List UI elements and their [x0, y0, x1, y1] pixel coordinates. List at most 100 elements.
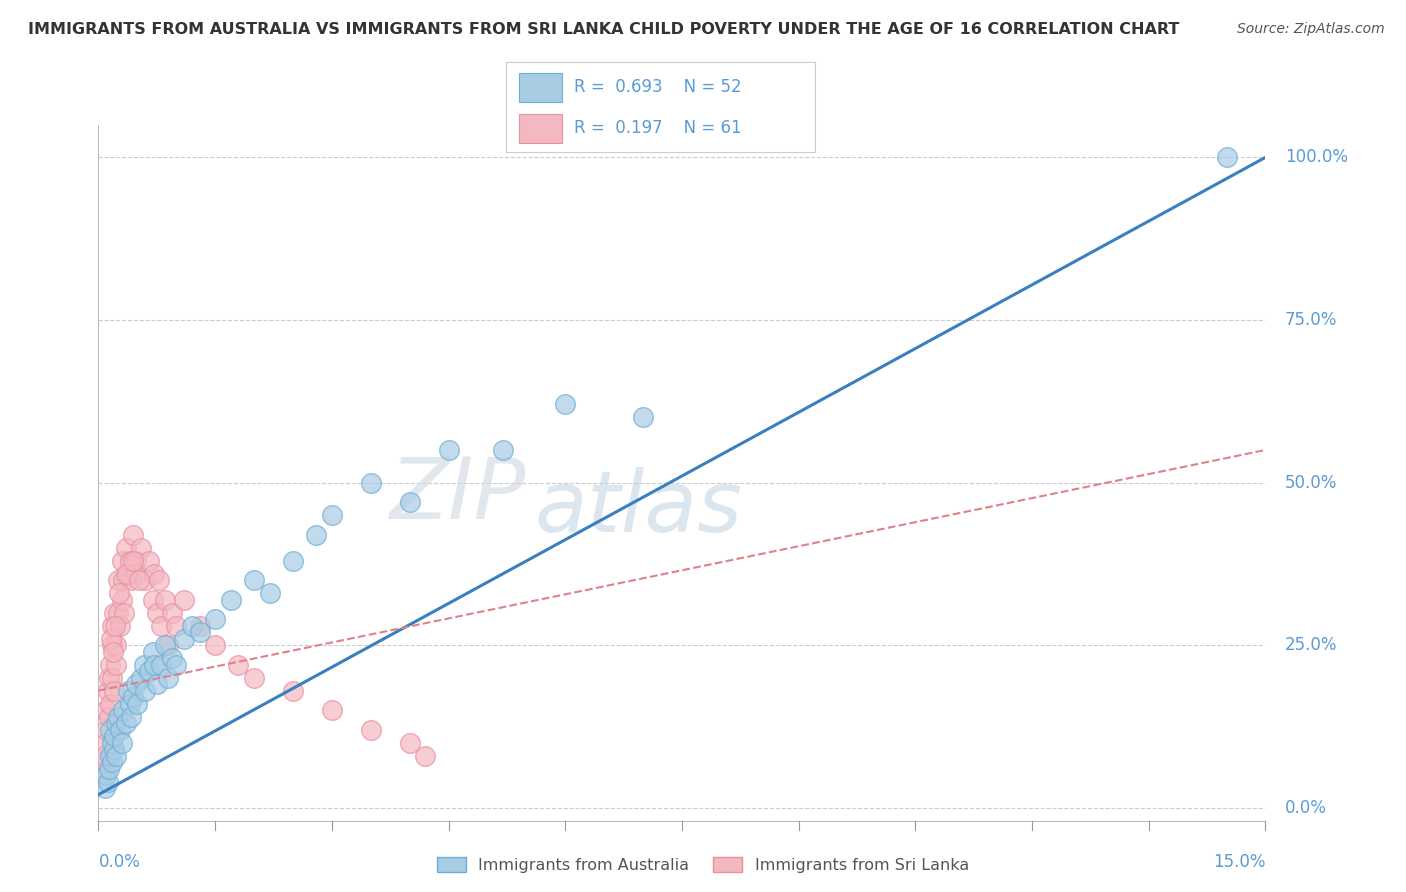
Text: 50.0%: 50.0% [1285, 474, 1337, 491]
Point [96, 768, 118, 782]
Point [153, 638, 176, 652]
Text: 75.0%: 75.0% [1285, 311, 1337, 329]
Point [360, 475, 382, 490]
Point [93, 755, 115, 769]
Point [149, 618, 172, 632]
Point [173, 592, 195, 607]
Point [98, 697, 121, 711]
Point [91, 768, 114, 782]
Point [94, 748, 117, 763]
Point [631, 410, 654, 425]
Point [114, 541, 136, 555]
Point [93, 736, 115, 750]
Point [108, 723, 131, 737]
Point [228, 657, 250, 672]
Point [132, 657, 155, 672]
Point [204, 612, 226, 626]
Point [107, 573, 129, 587]
Point [96, 703, 118, 717]
Point [108, 618, 131, 632]
Point [128, 573, 150, 587]
Point [321, 508, 343, 522]
Point [100, 638, 122, 652]
Point [104, 716, 127, 731]
Point [554, 397, 576, 411]
Point [188, 625, 211, 640]
Point [118, 697, 141, 711]
Text: 0.0%: 0.0% [98, 853, 141, 871]
Point [165, 657, 187, 672]
Point [97, 762, 120, 776]
Point [120, 709, 142, 723]
Point [138, 553, 160, 567]
Point [180, 618, 202, 632]
Point [398, 736, 420, 750]
Point [103, 742, 125, 756]
Text: atlas: atlas [534, 467, 742, 550]
Point [105, 748, 128, 763]
Point [146, 606, 169, 620]
Point [107, 606, 129, 620]
Text: IMMIGRANTS FROM AUSTRALIA VS IMMIGRANTS FROM SRI LANKA CHILD POVERTY UNDER THE A: IMMIGRANTS FROM AUSTRALIA VS IMMIGRANTS … [28, 22, 1180, 37]
Point [321, 703, 343, 717]
Point [111, 553, 134, 567]
Text: Source: ZipAtlas.com: Source: ZipAtlas.com [1237, 22, 1385, 37]
Point [112, 703, 135, 717]
Point [398, 495, 420, 509]
Point [108, 586, 131, 600]
Point [281, 553, 304, 567]
Point [100, 632, 122, 646]
Point [125, 677, 148, 691]
Point [157, 671, 180, 685]
Text: 0.0%: 0.0% [1285, 798, 1327, 817]
Point [103, 729, 125, 743]
Point [112, 606, 135, 620]
Point [115, 566, 138, 581]
Point [143, 657, 166, 672]
Point [117, 566, 139, 581]
Text: 100.0%: 100.0% [1285, 148, 1348, 167]
Point [97, 683, 120, 698]
Point [103, 683, 125, 698]
Point [219, 592, 242, 607]
Point [146, 677, 169, 691]
Point [112, 573, 135, 587]
Point [127, 697, 149, 711]
Point [243, 573, 266, 587]
Point [134, 683, 156, 698]
Point [259, 586, 281, 600]
Point [98, 723, 121, 737]
Point [122, 690, 145, 704]
Point [111, 736, 134, 750]
Point [173, 632, 195, 646]
Point [243, 671, 266, 685]
Point [142, 644, 165, 658]
Point [111, 592, 134, 607]
Point [103, 644, 125, 658]
Point [104, 638, 127, 652]
Point [127, 566, 149, 581]
Point [93, 781, 115, 796]
Point [107, 709, 129, 723]
Point [98, 671, 121, 685]
Point [165, 618, 187, 632]
Point [97, 709, 120, 723]
Point [122, 527, 145, 541]
Point [101, 671, 124, 685]
Point [134, 573, 156, 587]
Text: R =  0.693    N = 52: R = 0.693 N = 52 [574, 78, 742, 96]
Point [188, 618, 211, 632]
Point [121, 553, 143, 567]
Point [104, 618, 127, 632]
Point [125, 553, 148, 567]
Point [129, 541, 152, 555]
Point [129, 671, 152, 685]
Point [100, 755, 122, 769]
Text: R =  0.197    N = 61: R = 0.197 N = 61 [574, 120, 742, 137]
Point [105, 657, 128, 672]
Point [413, 748, 436, 763]
Text: 15.0%: 15.0% [1213, 853, 1265, 871]
Point [153, 592, 176, 607]
Point [204, 638, 226, 652]
Point [98, 748, 121, 763]
